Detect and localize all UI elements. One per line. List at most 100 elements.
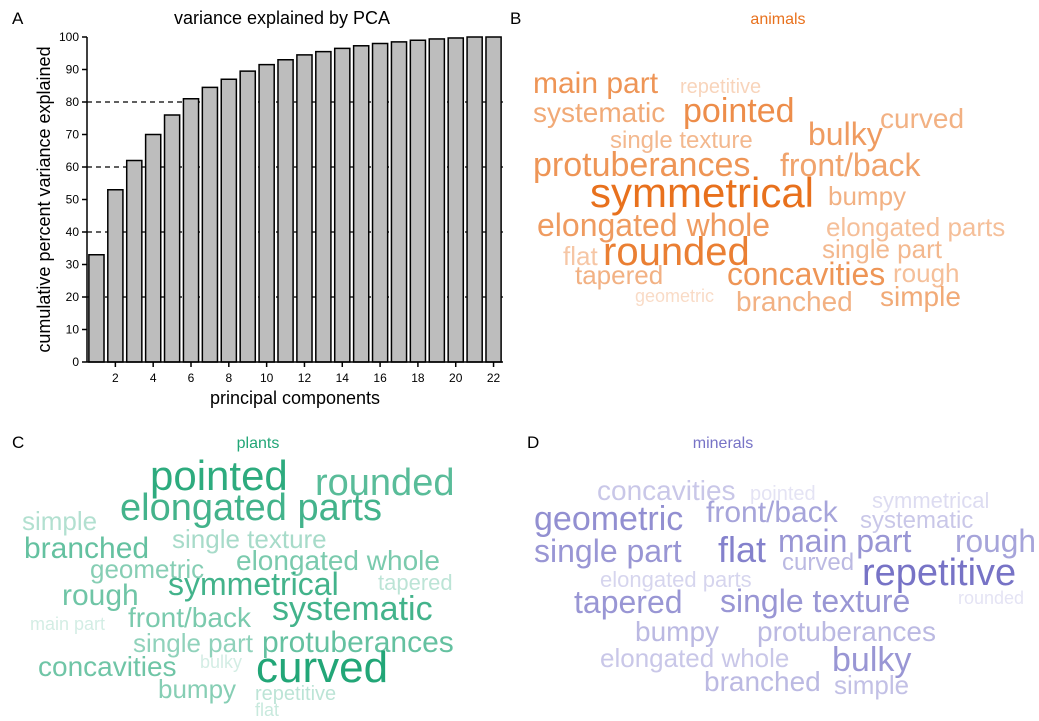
y-tick-label: 50 <box>66 193 80 207</box>
word: bumpy <box>635 616 719 647</box>
word: systematic <box>533 97 665 128</box>
word: geometric <box>635 286 714 306</box>
word: geometric <box>534 500 683 538</box>
x-tick-label: 18 <box>411 371 425 385</box>
word: front/back <box>706 496 839 529</box>
y-tick-label: 0 <box>72 355 79 369</box>
word: single part <box>133 628 254 658</box>
bar <box>315 50 332 363</box>
word: systematic <box>272 590 433 628</box>
bar <box>107 189 124 363</box>
y-axis-label: cumulative percent variance explained <box>34 46 54 352</box>
word: simple <box>880 281 961 312</box>
x-tick-label: 10 <box>260 371 274 385</box>
word: elongated parts <box>826 212 1005 242</box>
cloud-title: animals <box>750 11 805 28</box>
word: branched <box>704 666 821 697</box>
word: simple <box>22 506 97 536</box>
x-tick-label: 2 <box>112 371 119 385</box>
bar <box>409 39 427 363</box>
y-tick-label: 30 <box>66 258 80 272</box>
word: protuberances <box>262 626 454 659</box>
word: bumpy <box>158 674 236 704</box>
word: symmetrical <box>590 169 814 216</box>
y-tick-label: 90 <box>66 63 80 77</box>
word: bulky <box>832 641 911 679</box>
y-tick-label: 20 <box>66 290 80 304</box>
word: flat <box>718 529 766 570</box>
word: elongated whole <box>600 643 789 673</box>
word: branched <box>736 286 853 317</box>
word: pointed <box>150 452 288 499</box>
panel-label: B <box>510 9 521 28</box>
bar <box>428 38 446 363</box>
panel-label: A <box>12 9 24 28</box>
word: systematic <box>860 507 973 534</box>
y-tick-label: 10 <box>66 323 80 337</box>
word: flat <box>255 700 279 720</box>
word: rounded <box>958 588 1024 608</box>
y-tick-label: 40 <box>66 225 80 239</box>
bar <box>296 54 313 363</box>
word: front/back <box>780 147 922 183</box>
bar <box>144 133 162 363</box>
word: bumpy <box>828 181 906 211</box>
word: curved <box>256 643 388 692</box>
word: tapered <box>378 570 453 595</box>
x-tick-label: 22 <box>487 371 501 385</box>
bar <box>485 36 502 363</box>
word: single part <box>534 533 682 569</box>
bar <box>125 159 143 363</box>
word: pointed <box>750 483 816 505</box>
bar <box>333 47 351 363</box>
panel-label: D <box>527 433 539 452</box>
bar <box>182 98 200 363</box>
x-tick-label: 6 <box>188 371 195 385</box>
word: single texture <box>720 583 910 619</box>
word: repetitive <box>680 76 761 98</box>
bar <box>352 45 370 363</box>
x-tick-label: 14 <box>336 371 350 385</box>
chart-title: variance explained by PCA <box>174 8 390 28</box>
word: rounded <box>603 230 750 274</box>
bar <box>447 37 465 363</box>
word: elongated parts <box>600 567 752 592</box>
word: rough <box>955 523 1036 559</box>
cloud-title: plants <box>237 435 280 452</box>
panel-label: C <box>12 433 24 452</box>
word: rounded <box>315 462 454 504</box>
x-tick-label: 4 <box>150 371 157 385</box>
word: tapered <box>574 584 683 620</box>
word: single texture <box>172 524 327 554</box>
x-tick-label: 20 <box>449 371 463 385</box>
y-tick-label: 60 <box>66 160 80 174</box>
word: front/back <box>128 602 252 633</box>
word: tapered <box>575 260 663 290</box>
word: rough <box>62 579 139 612</box>
word: concavities <box>38 651 177 682</box>
word: symmetrical <box>872 488 989 513</box>
y-tick-label: 80 <box>66 95 80 109</box>
word: repetitive <box>255 683 336 705</box>
word: protuberances <box>757 616 936 647</box>
bar <box>201 86 219 363</box>
word: branched <box>24 532 149 565</box>
word: rough <box>893 258 960 288</box>
word: main part <box>533 67 659 100</box>
x-tick-label: 8 <box>225 371 232 385</box>
y-tick-label: 100 <box>59 30 79 44</box>
word: bulky <box>200 652 242 672</box>
word: repetitive <box>862 552 1016 594</box>
word: geometric <box>90 554 204 584</box>
x-tick-label: 16 <box>373 371 387 385</box>
x-axis-label: principal components <box>210 388 380 408</box>
word: main part <box>778 523 912 559</box>
word: bulky <box>808 116 883 152</box>
word: elongated parts <box>120 487 382 529</box>
bar <box>466 36 483 363</box>
bar <box>277 59 294 363</box>
bar <box>371 42 389 363</box>
bar <box>88 254 105 363</box>
y-tick-label: 70 <box>66 128 80 142</box>
